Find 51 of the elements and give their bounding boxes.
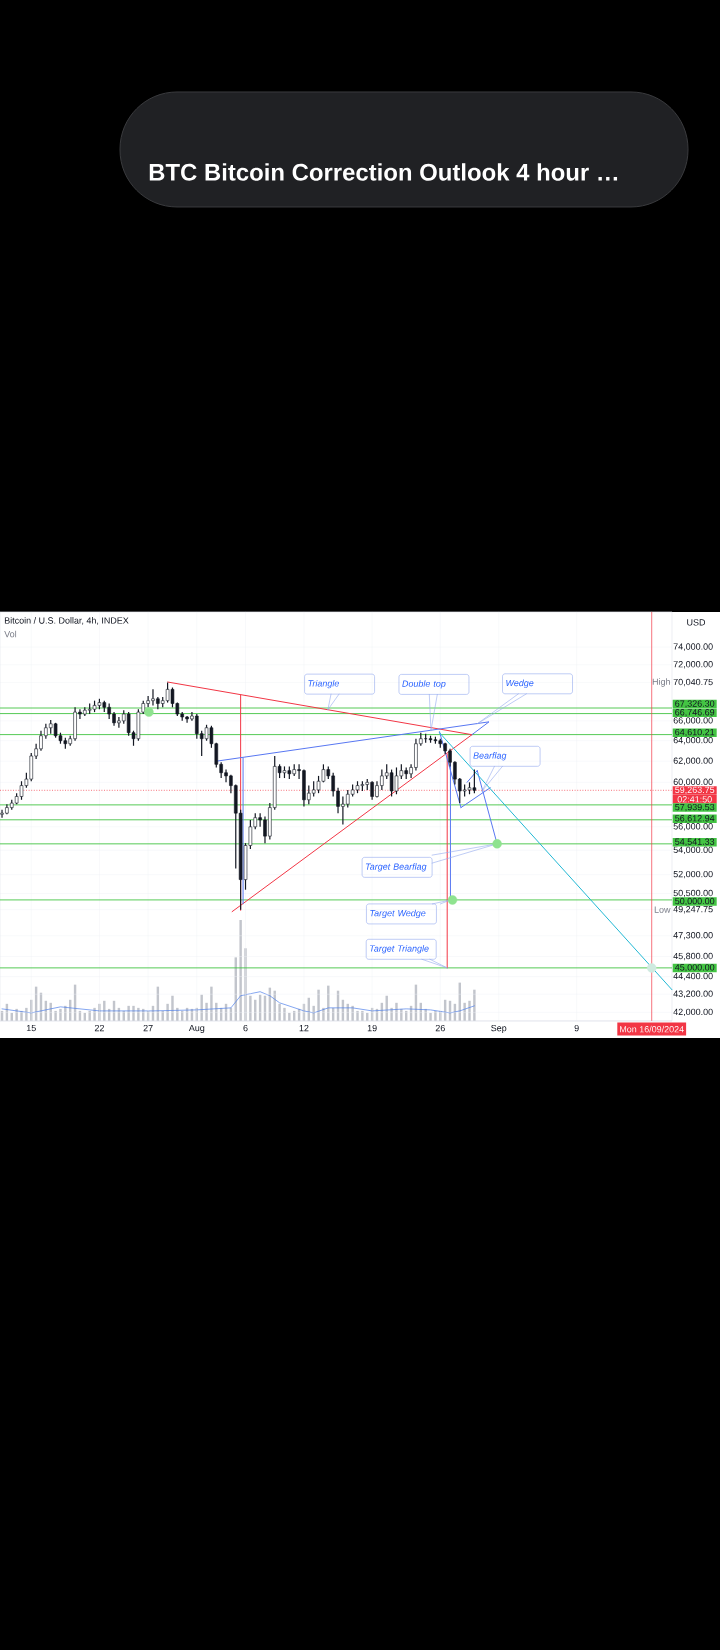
ref-line-label: 64,610.21	[675, 728, 715, 737]
annotation: Triangle	[308, 679, 339, 689]
y-tick-label: 49,247.75	[673, 906, 713, 914]
x-tick-label: 27	[143, 1024, 153, 1032]
ref-line-label: 59,263.75	[675, 786, 715, 795]
y-tick-label: 54,000.00	[673, 846, 713, 854]
text: Bitcoin / U.S. Dollar, 4h, INDEX	[4, 617, 129, 625]
chart-title: Vol	[4, 630, 17, 638]
y-axis-title: USD	[687, 619, 706, 626]
y-tick-label: 70,040.75	[673, 678, 713, 687]
x-tick-label: 12	[299, 1024, 309, 1032]
y-tick-label: 74,000.00	[673, 643, 713, 651]
y-tick-label: 44,400.00	[673, 972, 713, 981]
ref-line-label: 66,746.69	[675, 709, 715, 717]
ref-line-label: 50,000.00	[675, 897, 715, 906]
x-tick-label: 26	[435, 1024, 445, 1032]
ref-line-label: Mon 16/09/2024	[620, 1025, 684, 1033]
annotation: Low	[654, 906, 671, 913]
y-tick-label: 43,200.00	[673, 990, 713, 998]
ref-line-label: 45,000.00	[674, 964, 715, 972]
x-tick-label: 15	[26, 1024, 36, 1032]
x-tick-label: 6	[243, 1024, 248, 1032]
text: 02:41:50	[677, 796, 712, 803]
x-tick-label: 9	[574, 1024, 579, 1032]
y-tick-label: 42,000.00	[673, 1008, 713, 1017]
y-tick-label: 64,000.00	[673, 737, 713, 745]
x-tick-label: Sep	[491, 1024, 507, 1034]
annotation: Target Bearflag	[365, 863, 427, 872]
annotation: Target Wedge	[370, 909, 426, 919]
y-tick-label: 56,000.00	[673, 823, 713, 831]
y-tick-label: 52,000.00	[673, 870, 713, 879]
y-tick-label: 47,300.00	[673, 932, 713, 940]
annotation: Wedge	[506, 679, 534, 688]
x-tick-label: Aug	[188, 1024, 205, 1033]
ref-line-label: 54,541.33	[675, 838, 715, 846]
annotation: Double top	[402, 680, 446, 689]
x-tick-label: 22	[94, 1024, 104, 1032]
chart-title: BTC Bitcoin Correction Outlook 4 hour …	[149, 163, 618, 181]
y-tick-label: 62,000.00	[673, 757, 713, 765]
y-tick-label: 45,800.00	[673, 952, 713, 961]
x-tick-label: 19	[367, 1024, 377, 1032]
ref-line-label: 57,939.53	[675, 803, 715, 812]
y-tick-label: 72,000.00	[673, 661, 713, 669]
y-tick-label: 50,500.00	[673, 889, 713, 898]
ref-line-label: 56,612.94	[675, 815, 715, 823]
annotation: High	[652, 678, 670, 687]
y-tick-label: 66,000.00	[673, 717, 713, 725]
y-tick-label: 60,000.00	[673, 778, 713, 787]
ref-line-label: 67,326.30	[675, 700, 715, 708]
annotation: Target Triangle	[370, 945, 429, 954]
annotation: Bearflag	[473, 752, 507, 761]
